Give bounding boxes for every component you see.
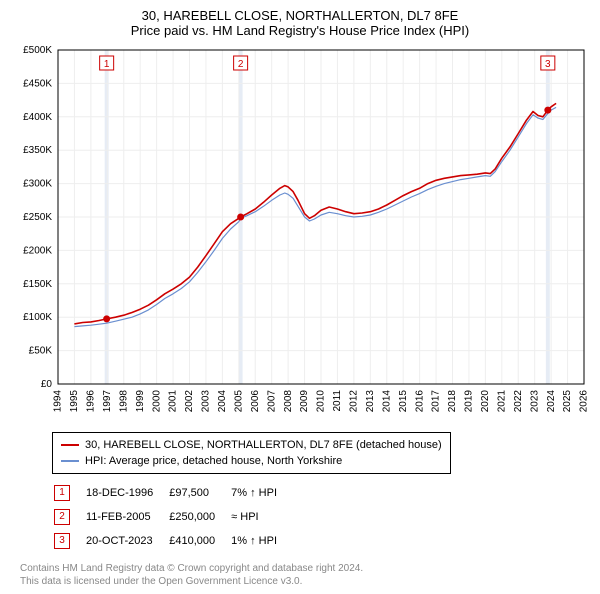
transaction-row: 2 11-FEB-2005£250,000≈ HPI xyxy=(54,506,291,528)
svg-text:1999: 1999 xyxy=(135,390,146,413)
svg-text:2017: 2017 xyxy=(431,390,442,413)
transaction-marker: 2 xyxy=(54,509,70,525)
transaction-row: 1 18-DEC-1996£97,5007% ↑ HPI xyxy=(54,482,291,504)
svg-text:2019: 2019 xyxy=(464,390,475,413)
svg-text:£50K: £50K xyxy=(29,346,53,357)
svg-text:£350K: £350K xyxy=(23,145,52,156)
svg-text:2004: 2004 xyxy=(217,390,228,413)
svg-text:2020: 2020 xyxy=(480,390,491,413)
svg-text:2024: 2024 xyxy=(546,390,557,413)
transaction-price: £250,000 xyxy=(169,506,229,528)
svg-text:2007: 2007 xyxy=(266,390,277,413)
chart-container: 30, HAREBELL CLOSE, NORTHALLERTON, DL7 8… xyxy=(0,0,600,594)
legend-row: HPI: Average price, detached house, Nort… xyxy=(61,453,442,469)
svg-text:£0: £0 xyxy=(41,379,53,390)
svg-text:£100K: £100K xyxy=(23,312,52,323)
svg-text:£250K: £250K xyxy=(23,212,52,223)
svg-text:2003: 2003 xyxy=(201,390,212,413)
svg-text:2005: 2005 xyxy=(233,390,244,413)
svg-text:2013: 2013 xyxy=(365,390,376,413)
legend-swatch xyxy=(61,460,79,462)
svg-text:2015: 2015 xyxy=(398,390,409,413)
svg-text:£400K: £400K xyxy=(23,112,52,123)
svg-text:£150K: £150K xyxy=(23,279,52,290)
svg-text:2021: 2021 xyxy=(496,390,507,413)
svg-text:2010: 2010 xyxy=(316,390,327,413)
transaction-note: ≈ HPI xyxy=(231,506,291,528)
footer: Contains HM Land Registry data © Crown c… xyxy=(20,562,590,588)
svg-text:2006: 2006 xyxy=(250,390,261,413)
footer-line-2: This data is licensed under the Open Gov… xyxy=(20,575,590,588)
transaction-note: 7% ↑ HPI xyxy=(231,482,291,504)
svg-text:2: 2 xyxy=(238,59,244,70)
footer-line-1: Contains HM Land Registry data © Crown c… xyxy=(20,562,590,575)
svg-text:1: 1 xyxy=(104,59,110,70)
svg-text:2026: 2026 xyxy=(579,390,590,413)
chart-svg: £0 £50K £100K £150K £200K £250K £300K £350K £400… xyxy=(10,44,590,424)
legend-swatch xyxy=(61,444,79,446)
svg-text:2008: 2008 xyxy=(283,390,294,413)
svg-text:2012: 2012 xyxy=(349,390,360,413)
chart-plot: £0 £50K £100K £150K £200K £250K £300K £350K £400… xyxy=(10,44,590,424)
svg-text:1994: 1994 xyxy=(53,390,64,413)
svg-text:£300K: £300K xyxy=(23,179,52,190)
svg-text:2022: 2022 xyxy=(513,390,524,413)
svg-text:2023: 2023 xyxy=(529,390,540,413)
transaction-price: £410,000 xyxy=(169,530,229,552)
legend-row: 30, HAREBELL CLOSE, NORTHALLERTON, DL7 8… xyxy=(61,437,442,453)
svg-text:£450K: £450K xyxy=(23,78,52,89)
transaction-date: 11-FEB-2005 xyxy=(86,506,167,528)
svg-text:2016: 2016 xyxy=(414,390,425,413)
legend-label: HPI: Average price, detached house, Nort… xyxy=(85,455,342,467)
svg-text:1997: 1997 xyxy=(102,390,113,413)
svg-text:2018: 2018 xyxy=(447,390,458,413)
svg-text:£200K: £200K xyxy=(23,245,52,256)
svg-text:2014: 2014 xyxy=(381,390,392,413)
transaction-note: 1% ↑ HPI xyxy=(231,530,291,552)
svg-text:2000: 2000 xyxy=(151,390,162,413)
chart-title: 30, HAREBELL CLOSE, NORTHALLERTON, DL7 8… xyxy=(10,8,590,23)
svg-text:2009: 2009 xyxy=(299,390,310,413)
svg-text:1996: 1996 xyxy=(86,390,97,413)
legend-label: 30, HAREBELL CLOSE, NORTHALLERTON, DL7 8… xyxy=(85,439,442,451)
chart-subtitle: Price paid vs. HM Land Registry's House … xyxy=(10,23,590,38)
transaction-price: £97,500 xyxy=(169,482,229,504)
svg-text:2002: 2002 xyxy=(184,390,195,413)
svg-text:2011: 2011 xyxy=(332,390,343,412)
svg-text:2025: 2025 xyxy=(562,390,573,413)
transaction-marker: 1 xyxy=(54,485,70,501)
svg-text:3: 3 xyxy=(545,59,551,70)
transaction-date: 18-DEC-1996 xyxy=(86,482,167,504)
legend: 30, HAREBELL CLOSE, NORTHALLERTON, DL7 8… xyxy=(52,432,451,474)
svg-text:1998: 1998 xyxy=(118,390,129,413)
transaction-row: 3 20-OCT-2023£410,0001% ↑ HPI xyxy=(54,530,291,552)
svg-text:1995: 1995 xyxy=(69,390,80,413)
svg-text:2001: 2001 xyxy=(168,390,179,413)
transaction-date: 20-OCT-2023 xyxy=(86,530,167,552)
transactions-table: 1 18-DEC-1996£97,5007% ↑ HPI 2 11-FEB-2005£… xyxy=(52,480,293,554)
transaction-marker: 3 xyxy=(54,533,70,549)
svg-text:£500K: £500K xyxy=(23,45,52,56)
